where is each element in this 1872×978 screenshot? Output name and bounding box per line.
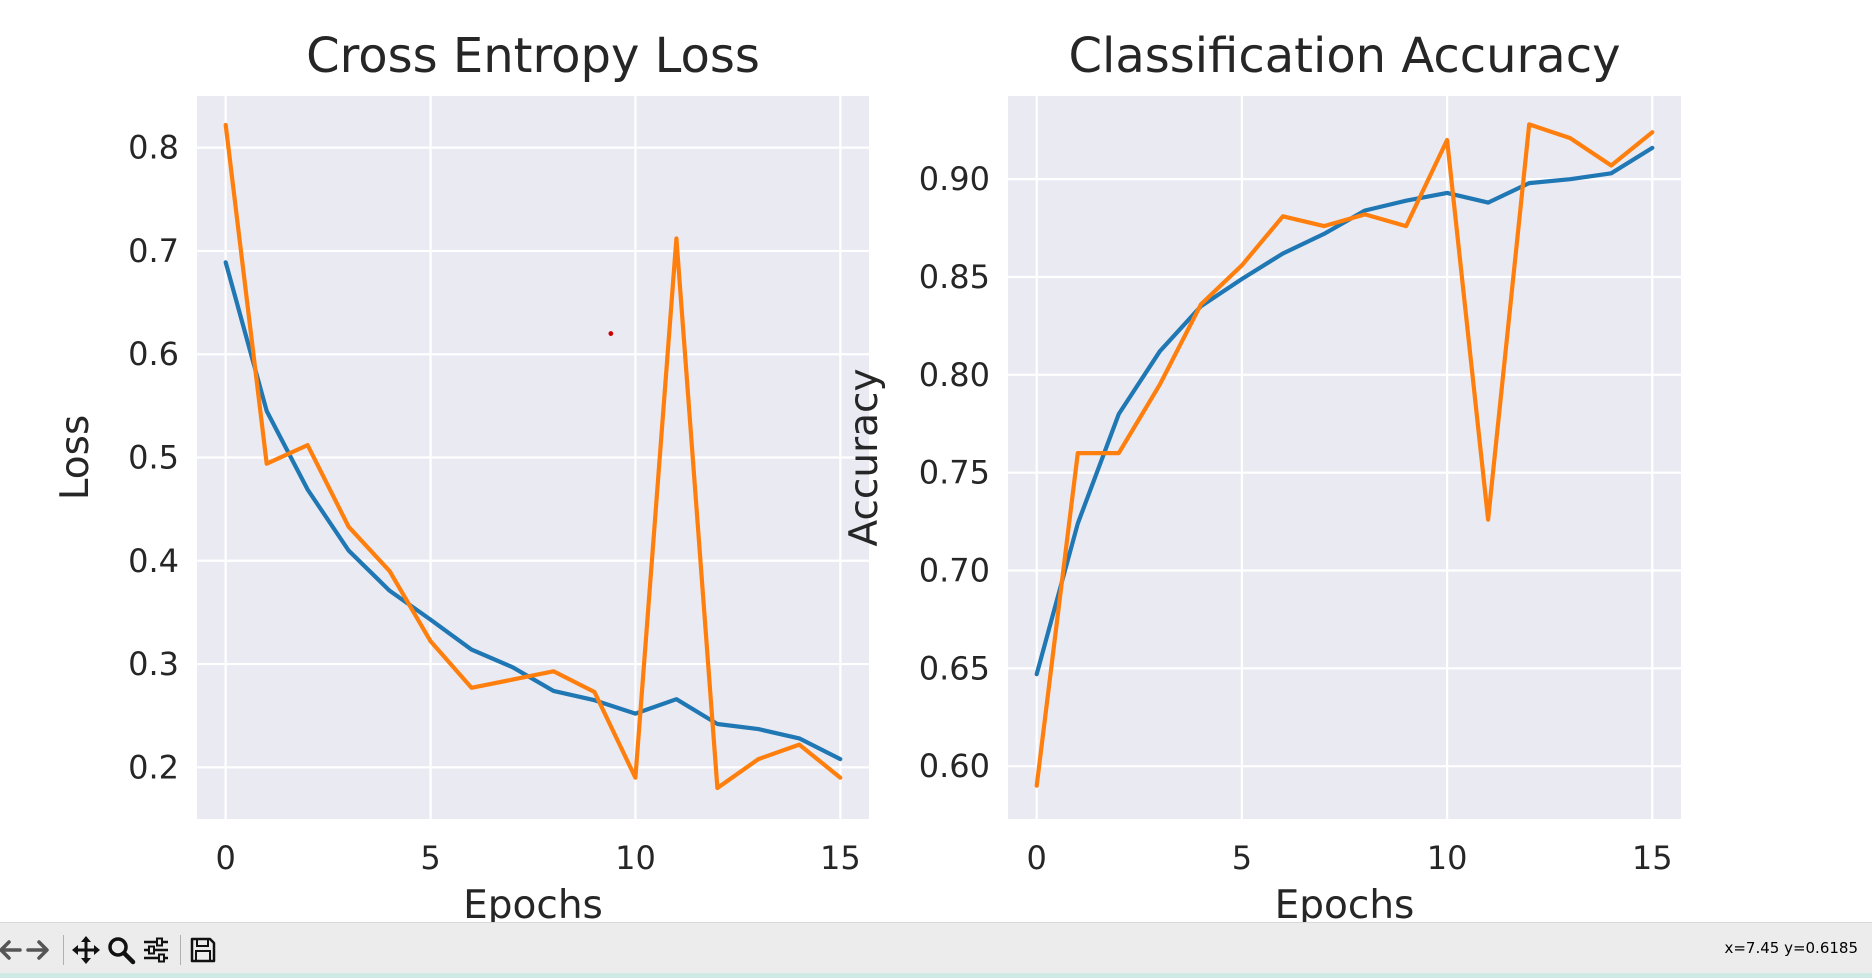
x-tick-label: 0 (216, 839, 236, 877)
x-axis-label: Epochs (1275, 883, 1415, 922)
accuracy-chart: 0 5 10 15 0.60 0.65 0.70 0.75 0.80 0.85 0.90 Classi… (842, 28, 1681, 922)
y-tick-label: 0.60 (919, 747, 990, 785)
x-tick-label: 15 (820, 839, 861, 877)
toolbar-separator (63, 935, 64, 965)
save-button[interactable] (186, 933, 220, 967)
pan-button[interactable] (69, 933, 103, 967)
window-bottom-edge (0, 973, 1872, 978)
x-tick-label: 5 (420, 839, 440, 877)
x-tick-label: 10 (615, 839, 656, 877)
loss-chart: 0 5 10 15 0.2 0.3 0.4 0.5 0.6 0.7 0.8 Cross Entropy… (53, 28, 869, 922)
series-line-2 (1034, 122, 1655, 788)
x-tick-label: 0 (1027, 839, 1047, 877)
y-tick-label: 0.5 (128, 439, 179, 477)
y-tick-label: 0.80 (919, 356, 990, 394)
toolbar-separator (180, 935, 181, 965)
series-line-1 (223, 260, 843, 762)
y-tick-label: 0.3 (128, 645, 179, 683)
x-tick-label: 15 (1632, 839, 1673, 877)
y-axis-label: Accuracy (842, 368, 887, 546)
chart-title: Classification Accuracy (1069, 28, 1621, 84)
chart-title: Cross Entropy Loss (306, 28, 760, 84)
x-tick-label: 5 (1232, 839, 1252, 877)
plot-area[interactable] (1008, 96, 1681, 819)
y-axis-label: Loss (53, 415, 98, 501)
series-line-2 (223, 122, 843, 791)
y-tick-label: 0.7 (128, 232, 179, 270)
y-tick-label: 0.65 (919, 649, 990, 687)
save-icon (190, 937, 216, 963)
x-tick-label: 10 (1427, 839, 1468, 877)
y-tick-label: 0.70 (919, 551, 990, 589)
back-button[interactable] (0, 933, 26, 967)
figure-canvas[interactable]: 0 5 10 15 0.2 0.3 0.4 0.5 0.6 0.7 0.8 Cross Entropy… (0, 0, 1872, 922)
figure: 0 5 10 15 0.2 0.3 0.4 0.5 0.6 0.7 0.8 Cross Entropy… (0, 0, 1872, 922)
pan-icon (72, 936, 100, 964)
y-tick-label: 0.8 (128, 129, 179, 167)
zoom-button[interactable] (104, 933, 138, 967)
configure-subplots-button[interactable] (139, 933, 173, 967)
zoom-icon (108, 937, 136, 965)
cursor-coordinates-readout: x=7.45 y=0.6185 (1724, 939, 1858, 957)
forward-arrow-icon (26, 940, 49, 960)
forward-button[interactable] (22, 933, 56, 967)
y-tick-label: 0.2 (128, 748, 179, 786)
marker-point (608, 331, 614, 336)
back-arrow-icon (0, 940, 22, 960)
x-axis-label: Epochs (463, 883, 603, 922)
y-tick-label: 0.90 (919, 160, 990, 198)
y-tick-label: 0.75 (919, 454, 990, 492)
navigation-toolbar: x=7.45 y=0.6185 (0, 922, 1872, 978)
y-tick-label: 0.4 (128, 542, 179, 580)
configure-subplots-icon (144, 937, 168, 963)
y-tick-label: 0.85 (919, 258, 990, 296)
y-tick-label: 0.6 (128, 335, 179, 373)
